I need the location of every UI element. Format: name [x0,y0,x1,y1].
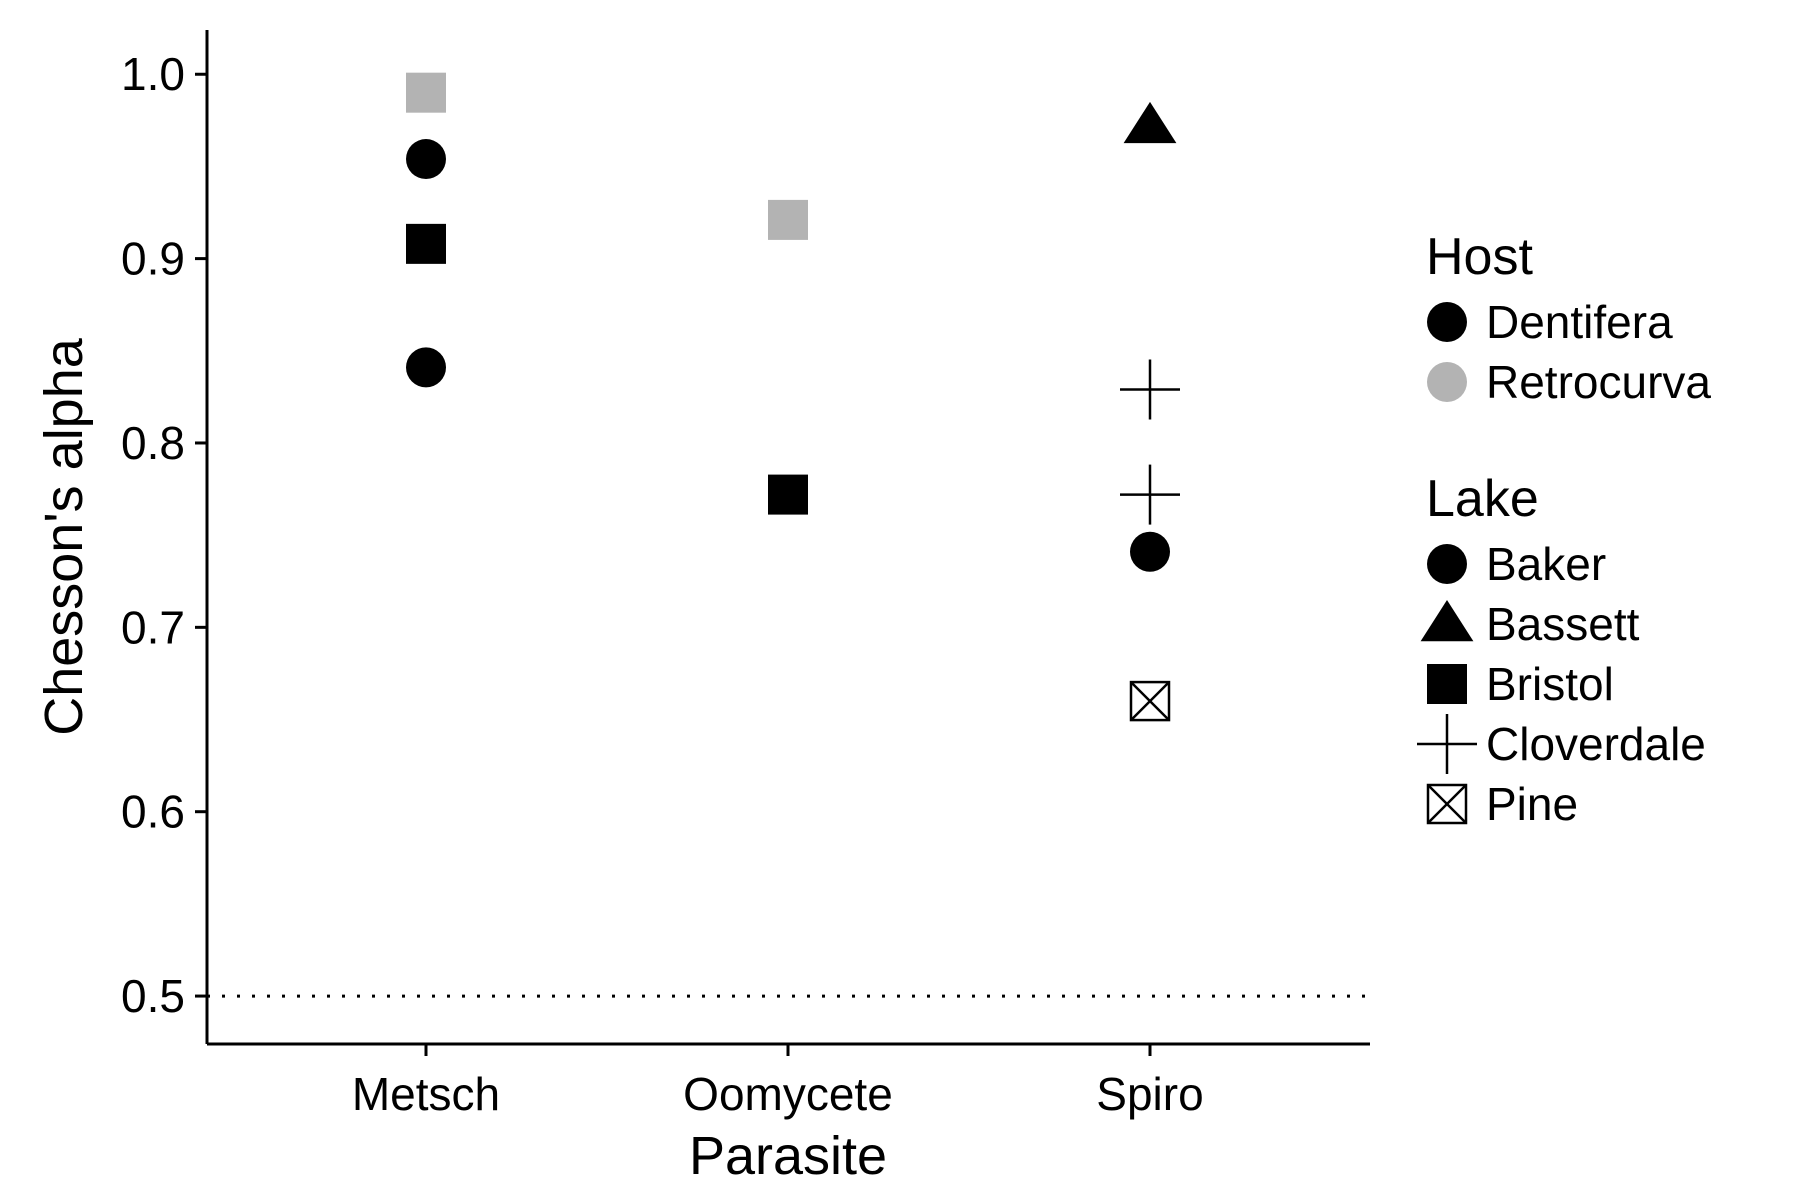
y-tick-label: 1.0 [121,48,185,100]
legend-lake-symbol [1427,544,1467,584]
x-tick-label: Oomycete [683,1068,893,1120]
data-point [406,139,446,180]
y-tick-label: 0.8 [121,417,185,469]
legend-lake-label: Bristol [1486,658,1614,710]
data-point [1129,680,1171,722]
legend-host-label: Dentifera [1486,296,1673,348]
data-point [1120,464,1180,525]
legend-lake-label: Cloverdale [1486,718,1706,770]
legend-host-label: Retrocurva [1486,356,1711,408]
y-axis-title: Chesson's alpha [34,337,94,736]
legend-title-host: Host [1426,228,1533,286]
y-tick-label: 0.5 [121,970,185,1022]
data-point [1130,531,1170,572]
legend-lake-items: Baker Bassett Bristol Cloverdale Pine [1417,538,1706,830]
legend: Host Dentifera Retrocurva Lake Baker Basse… [1417,228,1711,830]
legend-lake-label: Bassett [1486,598,1640,650]
data-point [406,347,446,388]
x-axis-title: Parasite [689,1126,887,1186]
x-tick-label: Spiro [1096,1068,1203,1120]
data-points [406,72,1180,722]
legend-lake-symbol [1417,714,1477,774]
legend-lake-label: Baker [1486,538,1606,590]
data-point [406,223,446,264]
y-tick-label: 0.7 [121,601,185,653]
data-point [406,72,446,113]
data-point [768,474,808,515]
legend-lake-label: Pine [1486,778,1578,830]
y-tick-label: 0.9 [121,233,185,285]
x-axis-ticks: Metsch Oomycete Spiro [352,1044,1204,1120]
legend-lake-symbol [1427,664,1467,704]
data-point [1123,101,1177,144]
data-point [1120,359,1180,420]
y-axis-ticks: 0.5 0.6 0.7 0.8 0.9 1.0 [121,48,207,1022]
legend-lake-symbol [1426,783,1468,825]
legend-lake-symbol [1420,600,1474,642]
legend-host-symbol [1427,302,1467,342]
data-point [768,199,808,240]
legend-host-items: Dentifera Retrocurva [1427,296,1711,408]
x-tick-label: Metsch [352,1068,500,1120]
legend-title-lake: Lake [1426,470,1539,528]
y-tick-label: 0.6 [121,786,185,838]
legend-host-symbol [1427,362,1467,402]
